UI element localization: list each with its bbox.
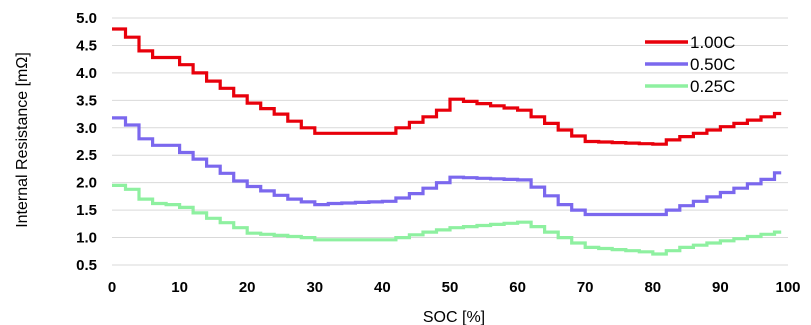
y-tick-label: 1.0 bbox=[76, 230, 97, 247]
y-tick-label: 2.5 bbox=[76, 147, 97, 164]
y-axis-label: Internal Resistance [mΩ] bbox=[14, 52, 31, 228]
x-tick-label: 20 bbox=[239, 279, 256, 296]
y-tick-label: 3.0 bbox=[76, 120, 97, 137]
y-tick-label: 2.0 bbox=[76, 175, 97, 192]
x-axis-label: SOC [%] bbox=[423, 309, 485, 325]
y-tick-label: 4.5 bbox=[76, 37, 97, 54]
x-tick-label: 70 bbox=[577, 279, 594, 296]
legend: 1.00C 0.50C 0.25C bbox=[645, 33, 735, 96]
series-line-2 bbox=[112, 183, 782, 256]
legend-label: 0.50C bbox=[690, 55, 735, 74]
x-tick-label: 10 bbox=[171, 279, 188, 296]
series-line-0 bbox=[112, 27, 782, 146]
x-tick-label: 100 bbox=[775, 279, 800, 296]
y-tick-label: 1.5 bbox=[76, 202, 97, 219]
x-tick-label: 90 bbox=[712, 279, 729, 296]
x-tick-label: 60 bbox=[509, 279, 526, 296]
y-tick-label: 0.5 bbox=[76, 257, 97, 274]
series-line-1 bbox=[112, 116, 782, 217]
x-tick-label: 80 bbox=[644, 279, 661, 296]
y-tick-label: 3.5 bbox=[76, 92, 97, 109]
x-tick-label: 30 bbox=[306, 279, 323, 296]
series-lines bbox=[112, 27, 782, 256]
x-tick-label: 40 bbox=[374, 279, 391, 296]
x-tick-label: 50 bbox=[442, 279, 459, 296]
gridlines bbox=[112, 17, 788, 266]
x-tick-label: 0 bbox=[108, 279, 116, 296]
legend-label: 0.25C bbox=[690, 77, 735, 96]
y-axis-ticks: 0.5 1.0 1.5 2.0 2.5 3.0 3.5 4.0 4.5 5.0 bbox=[76, 10, 97, 274]
y-tick-label: 4.0 bbox=[76, 65, 97, 82]
x-axis-ticks: 0 10 20 30 40 50 60 70 80 90 100 bbox=[108, 279, 801, 296]
y-tick-label: 5.0 bbox=[76, 10, 97, 27]
legend-label: 1.00C bbox=[690, 33, 735, 52]
